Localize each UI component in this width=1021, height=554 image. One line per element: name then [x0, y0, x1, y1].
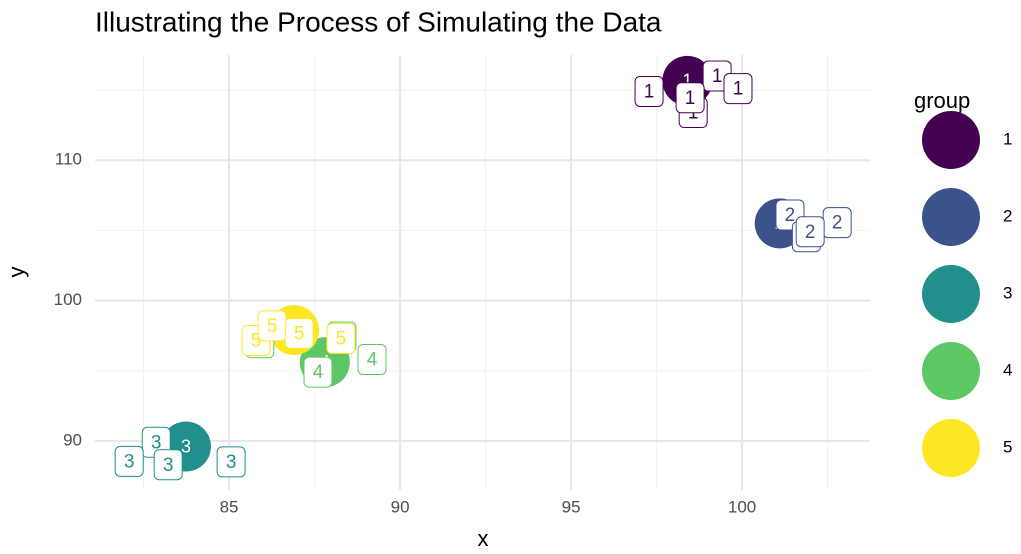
center-label: 1 — [682, 71, 692, 91]
label-box — [723, 73, 753, 105]
y-axis-label: y — [4, 267, 29, 278]
point-label: 5 — [257, 310, 287, 342]
label-text: 2 — [785, 205, 796, 226]
point-label: 3 — [153, 449, 183, 481]
point-label: 4 — [357, 344, 387, 375]
label-text: 1 — [712, 66, 723, 87]
legend-swatch — [922, 419, 980, 477]
legend-label: 4 — [1003, 360, 1012, 379]
label-box — [303, 356, 333, 388]
label-text: 5 — [267, 316, 278, 337]
legend-swatch — [922, 188, 980, 246]
center-label: 3 — [181, 436, 191, 456]
y-tick-label: 90 — [63, 430, 82, 449]
point-label: 5 — [284, 318, 314, 350]
legend-label: 3 — [1003, 283, 1012, 302]
point-label: 3 — [216, 446, 246, 478]
legend-label: 5 — [1003, 437, 1012, 456]
label-box — [357, 344, 387, 375]
label-box — [216, 446, 246, 478]
x-tick-label: 85 — [220, 497, 239, 516]
x-axis-label: x — [478, 526, 489, 551]
point-label: 4 — [303, 356, 333, 388]
label-text: 3 — [163, 455, 174, 476]
label-text: 1 — [644, 81, 655, 102]
legend-swatch — [922, 111, 980, 169]
point-label: 2 — [795, 216, 825, 248]
label-box — [153, 449, 183, 481]
label-box — [326, 322, 356, 354]
label-text: 2 — [832, 213, 843, 234]
label-text: 1 — [733, 79, 744, 100]
label-text: 4 — [367, 350, 378, 371]
label-text: 5 — [251, 331, 262, 352]
label-box — [675, 82, 705, 114]
point-label: 1 — [723, 73, 753, 105]
legend-label: 2 — [1003, 206, 1012, 225]
label-box — [795, 216, 825, 248]
label-text: 5 — [336, 328, 347, 349]
legend-label: 1 — [1003, 129, 1012, 148]
y-tick-label: 110 — [55, 150, 82, 169]
point-label: 1 — [675, 82, 705, 114]
y-tick-label: 100 — [54, 290, 82, 309]
point-label: 3 — [114, 445, 144, 477]
label-text: 3 — [124, 451, 135, 472]
label-text: 1 — [685, 88, 696, 109]
point-label: 2 — [822, 207, 852, 239]
label-text: 3 — [226, 452, 237, 473]
legend-title: group — [914, 88, 970, 113]
x-tick-label: 90 — [391, 497, 410, 516]
label-box — [114, 445, 144, 477]
label-box — [634, 75, 664, 107]
x-tick-label: 100 — [728, 497, 756, 516]
chart-title: Illustrating the Process of Simulating t… — [95, 6, 662, 37]
x-tick-label: 95 — [562, 497, 581, 516]
label-text: 5 — [294, 324, 305, 345]
legend-swatch — [922, 342, 980, 400]
label-text: 4 — [313, 362, 324, 383]
point-label: 1 — [634, 75, 664, 107]
label-box — [284, 318, 314, 350]
legend-swatch — [922, 265, 980, 323]
point-label: 5 — [326, 322, 356, 354]
label-text: 3 — [151, 432, 162, 453]
label-text: 2 — [805, 222, 816, 243]
